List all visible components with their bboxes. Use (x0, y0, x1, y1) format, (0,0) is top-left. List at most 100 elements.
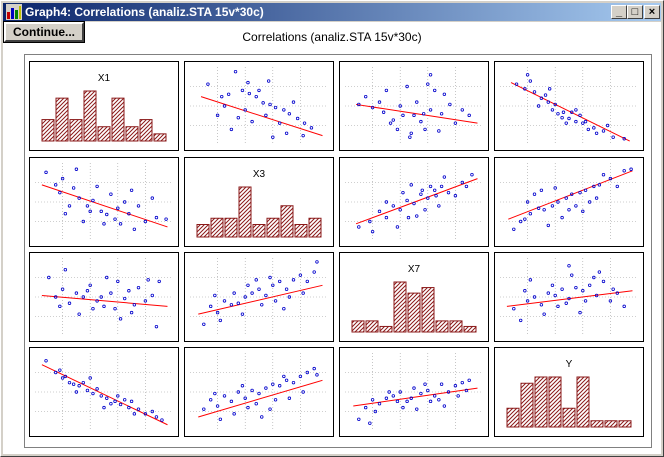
data-point (284, 287, 289, 291)
data-point (395, 225, 400, 229)
data-point (398, 390, 402, 394)
data-point (54, 295, 58, 299)
data-point (254, 278, 258, 282)
data-point (453, 121, 458, 125)
data-point (453, 194, 458, 198)
data-point (154, 324, 159, 329)
data-point (60, 176, 65, 181)
data-point (295, 116, 300, 121)
data-point (268, 407, 272, 411)
panel-r3-c1 (184, 347, 334, 437)
data-point (439, 112, 444, 116)
data-point (132, 303, 137, 307)
histogram-bar (139, 119, 153, 142)
data-point (420, 188, 424, 192)
data-point (77, 384, 81, 388)
data-point (564, 196, 568, 200)
data-point (592, 275, 596, 280)
data-point (412, 386, 416, 390)
data-point (102, 405, 106, 410)
data-point (150, 196, 154, 200)
data-point (250, 119, 254, 124)
data-point (446, 390, 451, 394)
data-point (426, 82, 430, 86)
histogram-bar (97, 126, 111, 142)
data-point (109, 291, 113, 295)
data-point (464, 184, 469, 189)
data-point (608, 176, 613, 181)
data-point (428, 184, 433, 189)
data-point (611, 287, 615, 291)
data-point (525, 299, 530, 303)
data-point (102, 304, 106, 309)
histogram-bar (520, 382, 534, 428)
data-point (63, 268, 68, 272)
data-point (442, 175, 447, 179)
data-point (377, 209, 382, 214)
data-point (206, 82, 210, 86)
data-point (512, 227, 516, 231)
data-point (539, 303, 544, 307)
histogram-bar (379, 325, 393, 333)
data-point (581, 209, 585, 214)
data-point (81, 380, 85, 385)
data-point (154, 215, 159, 220)
data-point (556, 112, 560, 116)
data-point (432, 88, 437, 93)
data-point (377, 100, 382, 104)
data-point (523, 87, 527, 91)
data-point (233, 69, 238, 74)
data-point (254, 402, 258, 406)
data-point (597, 270, 602, 274)
data-point (550, 204, 555, 208)
data-point (247, 91, 252, 96)
panel-r1-c0 (29, 157, 179, 247)
window-title: Graph4: Correlations (analiz.STA 15v*30c… (25, 5, 264, 19)
data-point (546, 291, 550, 295)
data-point (567, 264, 571, 268)
data-point (578, 113, 582, 118)
data-point (215, 113, 220, 118)
close-button[interactable]: × (644, 5, 660, 19)
data-point (432, 188, 437, 192)
histogram-bar (534, 376, 548, 428)
histogram-bar (365, 320, 379, 333)
data-point (622, 169, 626, 173)
histogram-bar (576, 376, 590, 428)
data-point (261, 101, 265, 105)
data-point (415, 407, 419, 411)
data-point (467, 113, 471, 118)
data-point (384, 200, 389, 204)
data-point (467, 378, 471, 382)
data-point (85, 289, 90, 293)
data-point (312, 270, 316, 274)
data-point (271, 283, 275, 287)
maximize-button[interactable]: □ (627, 5, 643, 19)
data-point (401, 113, 405, 118)
data-point (560, 287, 564, 291)
data-point (409, 183, 413, 187)
statistica-app-icon[interactable] (6, 4, 22, 20)
data-point (63, 374, 68, 379)
data-point (406, 215, 411, 220)
data-point (268, 275, 272, 280)
data-point (419, 119, 423, 124)
data-point (257, 287, 261, 291)
data-point (514, 82, 519, 86)
data-point (118, 317, 123, 321)
data-point (229, 127, 234, 132)
title-bar[interactable]: Graph4: Correlations (analiz.STA 15v*30c… (3, 3, 661, 21)
data-point (160, 418, 164, 422)
data-point (226, 92, 231, 96)
data-point (309, 126, 314, 130)
data-point (157, 279, 161, 284)
data-point (268, 102, 272, 107)
data-point (118, 222, 123, 226)
histogram-bar (590, 420, 604, 428)
data-point (421, 112, 426, 116)
data-point (546, 100, 550, 104)
continue-button[interactable]: Continue... (3, 21, 85, 43)
minimize-button[interactable]: _ (611, 5, 627, 19)
data-point (236, 116, 240, 120)
